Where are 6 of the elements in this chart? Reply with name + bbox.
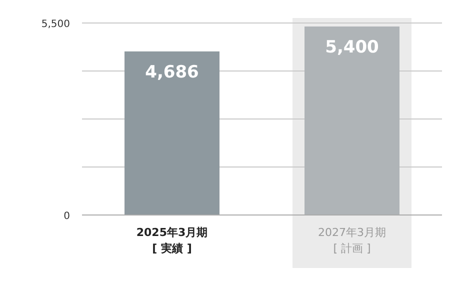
data-label: 5,400 bbox=[325, 37, 380, 58]
y-tick-label: 0 bbox=[64, 211, 70, 222]
x-tick-label: 2025年3月期 [ 実績 ] bbox=[136, 226, 208, 255]
x-tick-label: 2027年3月期 [ 計画 ] bbox=[318, 226, 386, 255]
y-tick-label: 5,500 bbox=[41, 19, 70, 30]
data-label: 4,686 bbox=[145, 62, 199, 82]
